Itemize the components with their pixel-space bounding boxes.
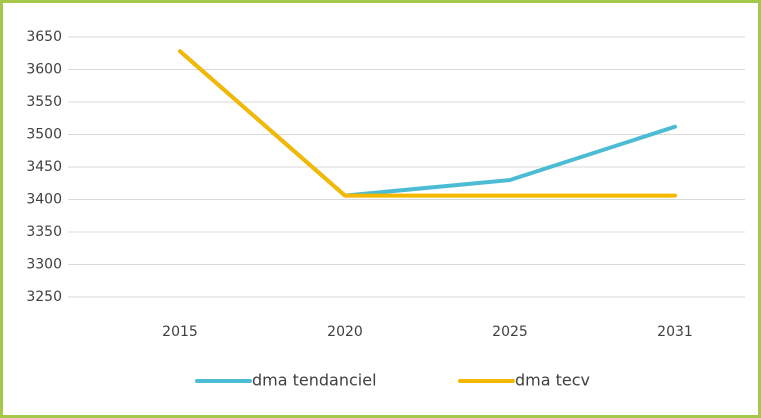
legend-label: dma tendanciel — [252, 371, 377, 390]
x-tick-label: 2025 — [492, 324, 528, 340]
y-tick-label: 3450 — [26, 159, 62, 175]
x-tick-label: 2015 — [162, 324, 198, 340]
y-tick-label: 3500 — [26, 127, 62, 143]
x-tick-label: 2031 — [657, 324, 693, 340]
y-tick-label: 3350 — [26, 224, 62, 240]
series-line — [178, 49, 677, 198]
y-tick-label: 3600 — [26, 62, 62, 78]
y-tick-label: 3300 — [26, 257, 62, 273]
y-tick-label: 3650 — [26, 29, 62, 45]
x-tick-label: 2020 — [327, 324, 363, 340]
legend-label: dma tecv — [515, 371, 590, 390]
y-tick-label: 3400 — [26, 192, 62, 208]
y-tick-label: 3250 — [26, 289, 62, 305]
y-tick-label: 3550 — [26, 94, 62, 110]
